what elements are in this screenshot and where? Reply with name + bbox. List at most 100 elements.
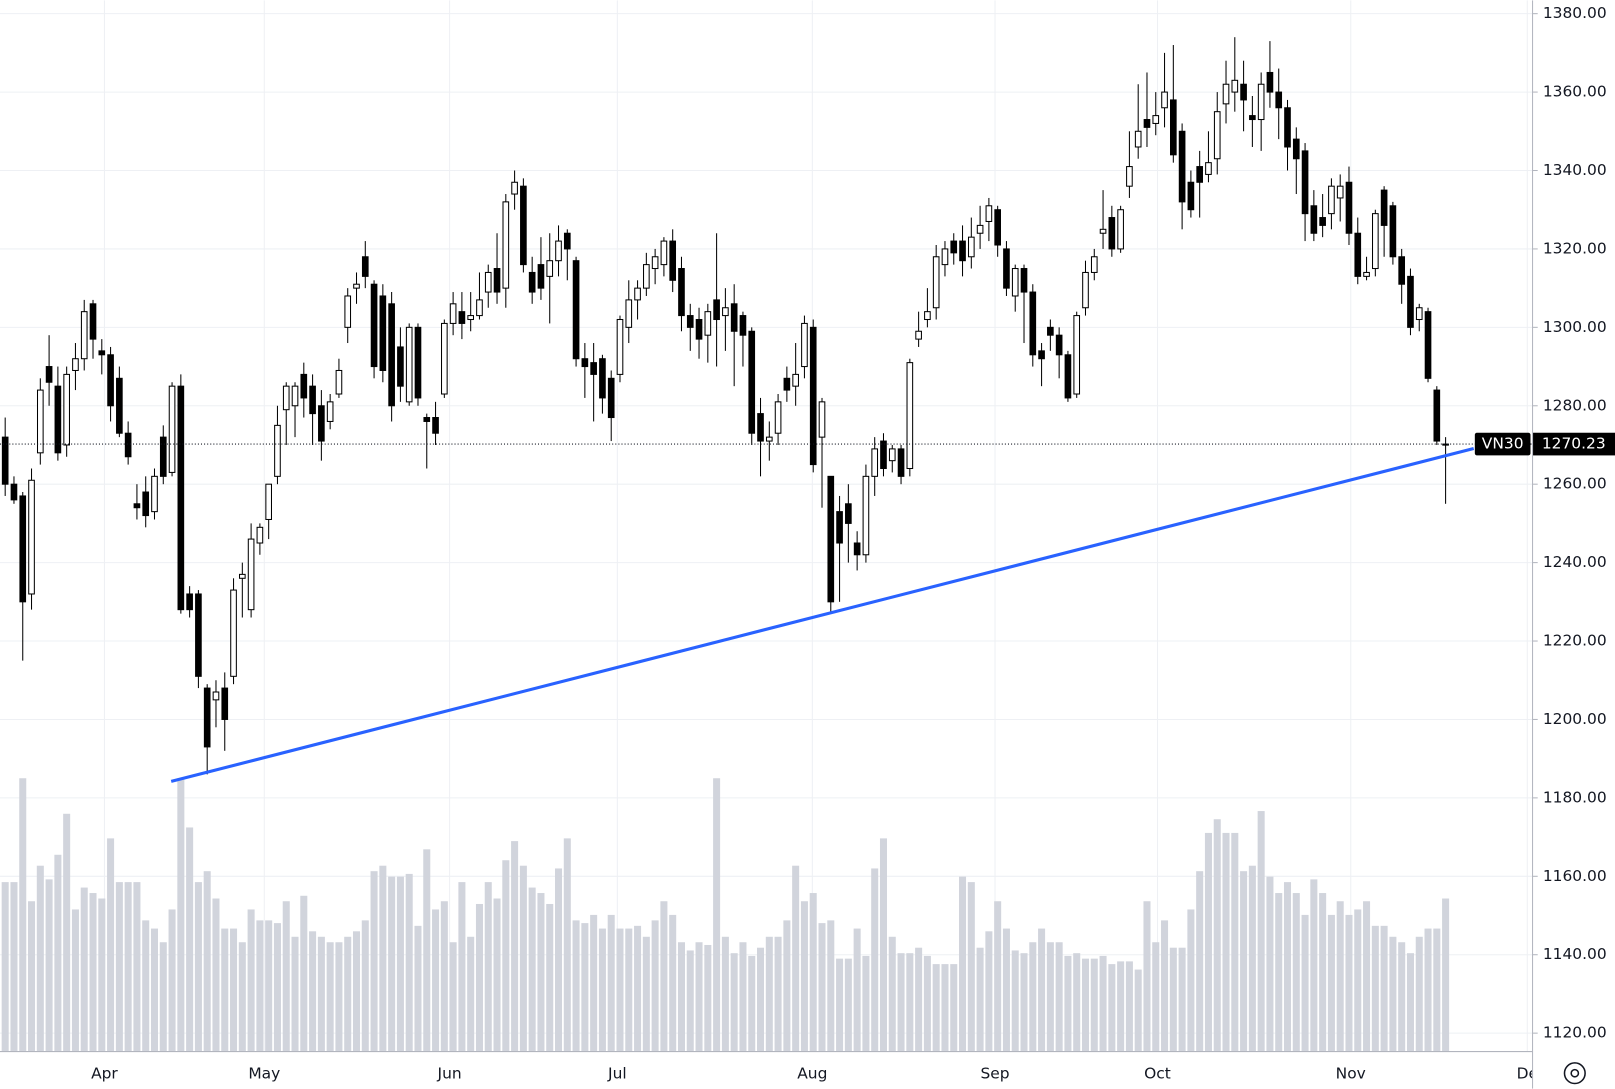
volume-bar <box>1248 865 1256 1052</box>
volume-bar <box>713 778 721 1052</box>
volume-bar <box>71 909 79 1052</box>
candle-body <box>1284 107 1291 148</box>
candle-body <box>388 303 395 407</box>
candle-body <box>318 405 325 442</box>
volume-bar <box>1187 909 1195 1052</box>
volume-bar <box>1090 958 1098 1052</box>
volume-bar <box>598 928 606 1052</box>
volume-bar <box>1169 947 1177 1052</box>
volume-bar <box>256 920 264 1052</box>
candle-body <box>959 240 966 262</box>
trend-line <box>170 447 1475 783</box>
candle-body <box>291 385 299 407</box>
candle-body <box>361 256 369 277</box>
volume-bar <box>36 865 44 1052</box>
candle-body <box>528 271 536 293</box>
candle-body <box>801 322 808 368</box>
candle-body <box>203 687 211 748</box>
symbol-badge <box>1474 432 1531 456</box>
candle-body <box>300 373 308 399</box>
candle-body <box>265 483 272 520</box>
candle-body <box>722 307 729 317</box>
volume-bar <box>537 893 545 1052</box>
candle-body <box>836 511 843 544</box>
candle-body <box>607 377 615 419</box>
candle-body <box>1275 91 1283 109</box>
candle-body <box>1292 138 1300 160</box>
candle-body <box>1082 271 1089 309</box>
y-tick-label: 1260.00 <box>1543 475 1607 493</box>
volume-bar <box>493 898 501 1052</box>
volume-bar <box>458 882 466 1052</box>
candle-body <box>221 687 229 720</box>
volume-bar <box>1389 936 1397 1052</box>
volume-bar <box>124 882 132 1052</box>
volume-bar <box>897 953 905 1052</box>
candle-body <box>704 311 712 336</box>
candle-body <box>1249 115 1256 121</box>
candle-body <box>651 256 659 270</box>
candle-body <box>405 326 413 403</box>
candle-body <box>107 354 114 407</box>
volume-bar <box>1099 955 1107 1052</box>
candle-body <box>748 330 756 434</box>
candle-body <box>809 326 817 466</box>
volume-bar <box>265 920 273 1052</box>
settings-icon[interactable] <box>1563 1062 1586 1085</box>
volume-bar <box>765 936 773 1052</box>
candle-body <box>660 240 668 266</box>
candle-body <box>397 346 404 387</box>
volume-bar <box>388 876 396 1052</box>
volume-bar <box>107 838 115 1052</box>
volume-bar <box>590 914 598 1052</box>
volume-bar <box>1257 811 1265 1052</box>
volume-bar <box>511 841 519 1052</box>
candle-body <box>932 256 940 309</box>
volume-bar <box>607 914 615 1052</box>
volume-bar <box>642 936 650 1052</box>
volume-bar <box>1442 898 1450 1052</box>
candle-body <box>853 542 861 556</box>
candle-body <box>1415 307 1423 321</box>
volume-bar <box>335 942 343 1052</box>
candle-body <box>1310 205 1318 234</box>
y-tick-label: 1380.00 <box>1543 4 1607 22</box>
volume-bar <box>133 882 141 1052</box>
volume-bar <box>906 953 914 1052</box>
candle-body <box>1266 71 1274 93</box>
candle-body <box>441 322 448 395</box>
volume-bar <box>634 925 642 1052</box>
volume-bar <box>467 936 475 1052</box>
volume-bar <box>519 865 527 1052</box>
settings-button[interactable] <box>1563 1062 1586 1085</box>
candle-body <box>54 385 62 454</box>
volume-bar <box>1345 914 1353 1052</box>
volume-bar <box>1143 901 1151 1052</box>
volume-bar <box>1134 969 1142 1052</box>
volume-bar <box>89 893 97 1052</box>
candle-body <box>686 315 694 328</box>
volume-bar <box>1038 928 1046 1052</box>
volume-bar <box>1398 942 1406 1052</box>
volume-bar <box>203 871 211 1052</box>
volume-bar <box>19 778 27 1052</box>
volume-bar <box>976 947 984 1052</box>
volume-bar <box>326 942 334 1052</box>
x-tick-label: Oct <box>1144 1065 1171 1083</box>
candle-body <box>1020 268 1028 293</box>
volume-bar <box>1029 942 1037 1052</box>
volume-bar <box>63 813 71 1052</box>
candle-body <box>678 268 685 317</box>
last-price-badge <box>1532 432 1615 456</box>
candle-body <box>458 311 466 324</box>
volume-bar <box>414 925 422 1052</box>
candle-body <box>1354 232 1362 277</box>
candle-body <box>1389 205 1397 258</box>
candle-body <box>581 358 589 368</box>
candle-body <box>625 299 633 328</box>
candle-body <box>1143 119 1151 128</box>
volume-bar <box>1011 950 1019 1052</box>
candle-body <box>282 385 290 411</box>
candle-body <box>695 318 703 340</box>
candle-body <box>757 413 764 442</box>
